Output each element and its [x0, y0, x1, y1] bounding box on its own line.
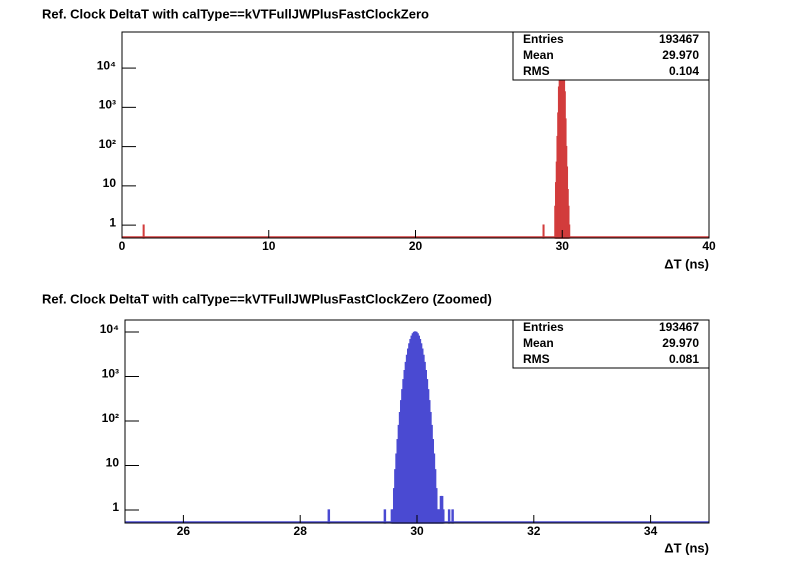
y-tick-label: 1 — [112, 500, 119, 514]
x-tick-label: 20 — [409, 239, 423, 253]
x-axis-label: ΔT (ns) — [664, 256, 709, 271]
y-tick-label: 10 — [106, 456, 120, 470]
histogram-bin — [142, 224, 145, 239]
stats-value: 0.081 — [669, 352, 699, 366]
x-tick-label: 40 — [702, 239, 716, 253]
histogram-bin — [442, 509, 445, 524]
stats-name: Entries — [523, 32, 564, 46]
y-tick-label: 10⁴ — [100, 322, 119, 336]
x-tick-label: 28 — [294, 524, 308, 538]
y-tick-label: 10 — [103, 176, 117, 190]
histogram-bin — [383, 509, 387, 524]
histogram-bin — [327, 509, 331, 524]
stats-box — [512, 319, 710, 369]
stats-value: 0.104 — [669, 64, 699, 78]
y-tick-label: 10³ — [102, 367, 119, 381]
x-tick-label: 30 — [556, 239, 570, 253]
stats-value: 193467 — [659, 32, 699, 46]
y-tick-label: 10² — [102, 411, 119, 425]
stats-value: 193467 — [659, 320, 699, 334]
stats-name: Mean — [523, 336, 554, 350]
x-axis-label: ΔT (ns) — [664, 540, 709, 555]
x-tick-label: 34 — [644, 524, 658, 538]
stats-value: 29.970 — [662, 336, 699, 350]
stats-name: Mean — [523, 48, 554, 62]
histogram-bin — [451, 509, 454, 524]
chart-title: Ref. Clock DeltaT with calType==kVTFullJ… — [42, 291, 492, 306]
stats-value: 29.970 — [662, 48, 699, 62]
x-tick-label: 30 — [410, 524, 424, 538]
chart-title: Ref. Clock DeltaT with calType==kVTFullJ… — [42, 6, 429, 21]
histogram-bin — [447, 509, 451, 524]
histogram-bin — [542, 224, 545, 239]
y-tick-label: 10² — [99, 137, 116, 151]
y-tick-label: 10³ — [99, 98, 116, 112]
x-tick-label: 0 — [119, 239, 126, 253]
x-tick-label: 10 — [262, 239, 276, 253]
x-tick-label: 32 — [527, 524, 541, 538]
x-tick-label: 26 — [177, 524, 191, 538]
y-tick-label: 10⁴ — [97, 58, 116, 72]
stats-name: Entries — [523, 320, 564, 334]
y-tick-label: 1 — [109, 215, 116, 229]
stats-box — [512, 31, 710, 81]
histogram-bin — [568, 224, 571, 239]
stats-name: RMS — [523, 64, 550, 78]
stats-name: RMS — [523, 352, 550, 366]
